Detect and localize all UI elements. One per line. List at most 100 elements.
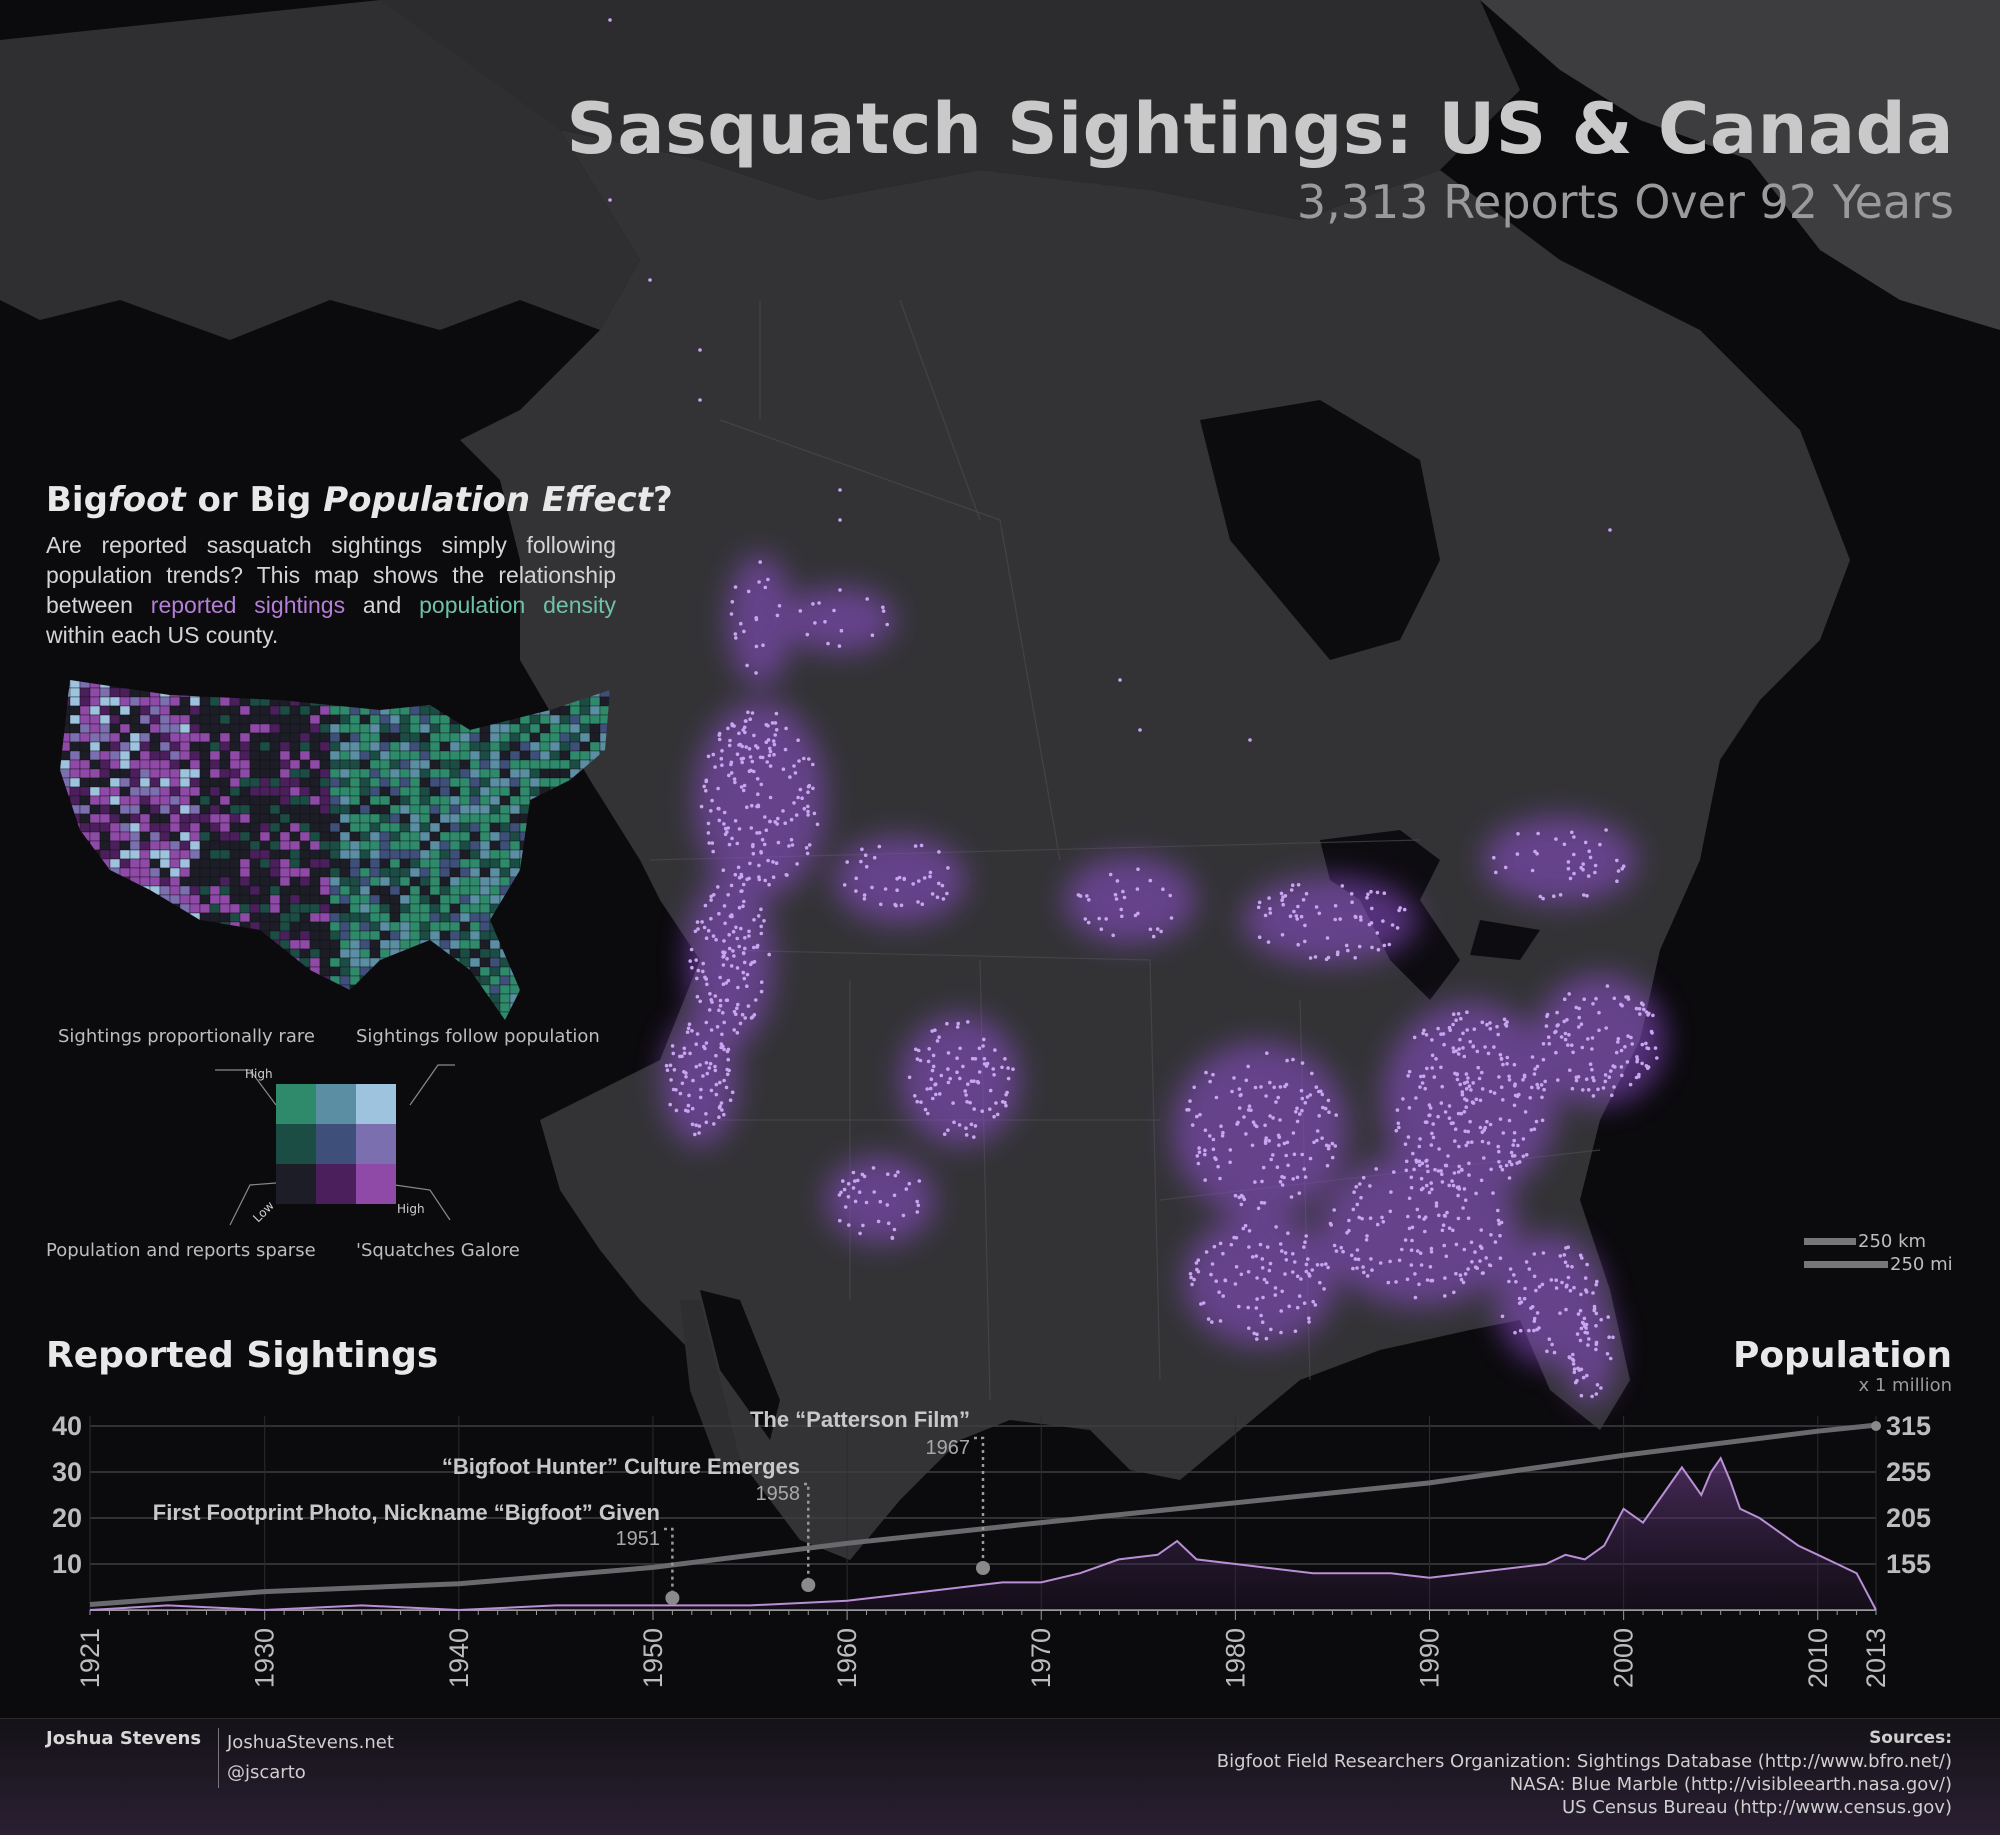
sighting-point (1507, 1074, 1511, 1079)
county-cell (60, 831, 61, 842)
sighting-point (1417, 1159, 1422, 1163)
county-cell (229, 705, 241, 716)
sighting-point (980, 1109, 984, 1113)
sighting-point (1578, 1338, 1583, 1343)
sighting-glow (661, 1014, 739, 1146)
sighting-point (1113, 892, 1118, 897)
county-cell (139, 858, 151, 869)
county-cell (349, 822, 361, 833)
county-cell (499, 903, 511, 914)
sighting-point (1560, 1280, 1564, 1285)
sighting-point (1237, 1195, 1241, 1200)
county-cell (279, 921, 291, 932)
sighting-point (1456, 1052, 1461, 1056)
county-cell (369, 885, 381, 896)
county-cell (419, 759, 431, 770)
county-cell (339, 714, 351, 725)
sighting-point (732, 1009, 737, 1014)
county-cell (60, 750, 61, 761)
sighting-point (1464, 1087, 1469, 1091)
sighting-point (1206, 1317, 1211, 1321)
county-cell (599, 795, 610, 806)
sighting-point (1486, 1141, 1491, 1145)
sighting-point (733, 585, 738, 589)
sighting-point (811, 762, 815, 767)
x-tick-label: 1990 (1415, 1628, 1445, 1688)
county-cell (99, 687, 111, 698)
county-cell (469, 768, 481, 779)
sighting-point (722, 1112, 726, 1117)
sighting-point (1616, 869, 1621, 873)
sighting-point (1538, 894, 1543, 899)
county-cell (209, 849, 221, 860)
county-cell (569, 876, 581, 887)
county-cell (89, 993, 101, 1004)
sighting-point (1532, 1127, 1537, 1131)
county-cell (399, 759, 411, 770)
county-cell (589, 921, 601, 932)
county-cell (449, 840, 461, 851)
county-cell (349, 939, 361, 950)
county-cell (69, 921, 81, 932)
sighting-point (1529, 1128, 1534, 1132)
county-cell (299, 813, 311, 824)
county-cell (390, 670, 400, 679)
sighting-point (735, 752, 740, 756)
county-cell (579, 993, 591, 1004)
county-cell (549, 849, 561, 860)
county-cell (589, 732, 601, 743)
sighting-point (1188, 1272, 1193, 1276)
author-website[interactable]: JoshuaStevens.net (227, 1732, 394, 1753)
county-cell (269, 1002, 281, 1013)
county-cell (269, 984, 281, 995)
sighting-point (1587, 1337, 1591, 1341)
sighting-point (759, 931, 764, 936)
source-bfro[interactable]: Bigfoot Field Researchers Organization: … (1216, 1751, 1952, 1772)
author-handle[interactable]: @jscarto (227, 1762, 306, 1783)
sighting-point (806, 790, 810, 794)
county-cell (60, 849, 71, 860)
source-census[interactable]: US Census Bureau (http://www.census.gov) (1561, 1797, 1952, 1818)
sighting-point (1255, 1337, 1259, 1341)
county-cell (229, 975, 241, 986)
county-cell (489, 768, 501, 779)
county-cell (379, 768, 391, 779)
county-cell (459, 912, 471, 923)
sighting-point (774, 728, 779, 732)
sighting-point (1428, 1106, 1433, 1110)
sighting-point (1496, 1144, 1500, 1149)
county-cell (449, 858, 461, 869)
sighting-point (678, 1054, 682, 1059)
county-cell (159, 885, 171, 896)
sighting-point (749, 826, 754, 830)
source-nasa[interactable]: NASA: Blue Marble (http://visibleearth.n… (1509, 1774, 1952, 1795)
county-cell (569, 822, 581, 833)
county-cell (479, 759, 491, 770)
county-cell (299, 680, 311, 689)
sighting-point (1299, 1088, 1304, 1093)
sighting-point (1437, 1213, 1441, 1218)
county-cell (459, 894, 471, 905)
county-cell (179, 885, 191, 896)
sighting-point (879, 902, 883, 907)
county-cell (389, 921, 401, 932)
sighting-point (781, 809, 785, 813)
county-cell (279, 723, 291, 734)
county-cell (599, 876, 610, 887)
county-cell (429, 777, 441, 788)
county-cell (349, 957, 361, 968)
county-cell (119, 732, 131, 743)
county-cell (60, 885, 61, 896)
sighting-point (1488, 1027, 1493, 1031)
sighting-point (1594, 1311, 1599, 1316)
county-cell (329, 759, 341, 770)
sighting-glow (1242, 876, 1418, 964)
sighting-point (743, 730, 747, 735)
county-cell (149, 939, 161, 950)
county-cell (569, 903, 581, 914)
sighting-point (1278, 1118, 1282, 1122)
sighting-point (946, 1051, 951, 1055)
county-cell (89, 867, 101, 878)
sighting-point (729, 883, 734, 888)
county-cell (559, 680, 571, 689)
